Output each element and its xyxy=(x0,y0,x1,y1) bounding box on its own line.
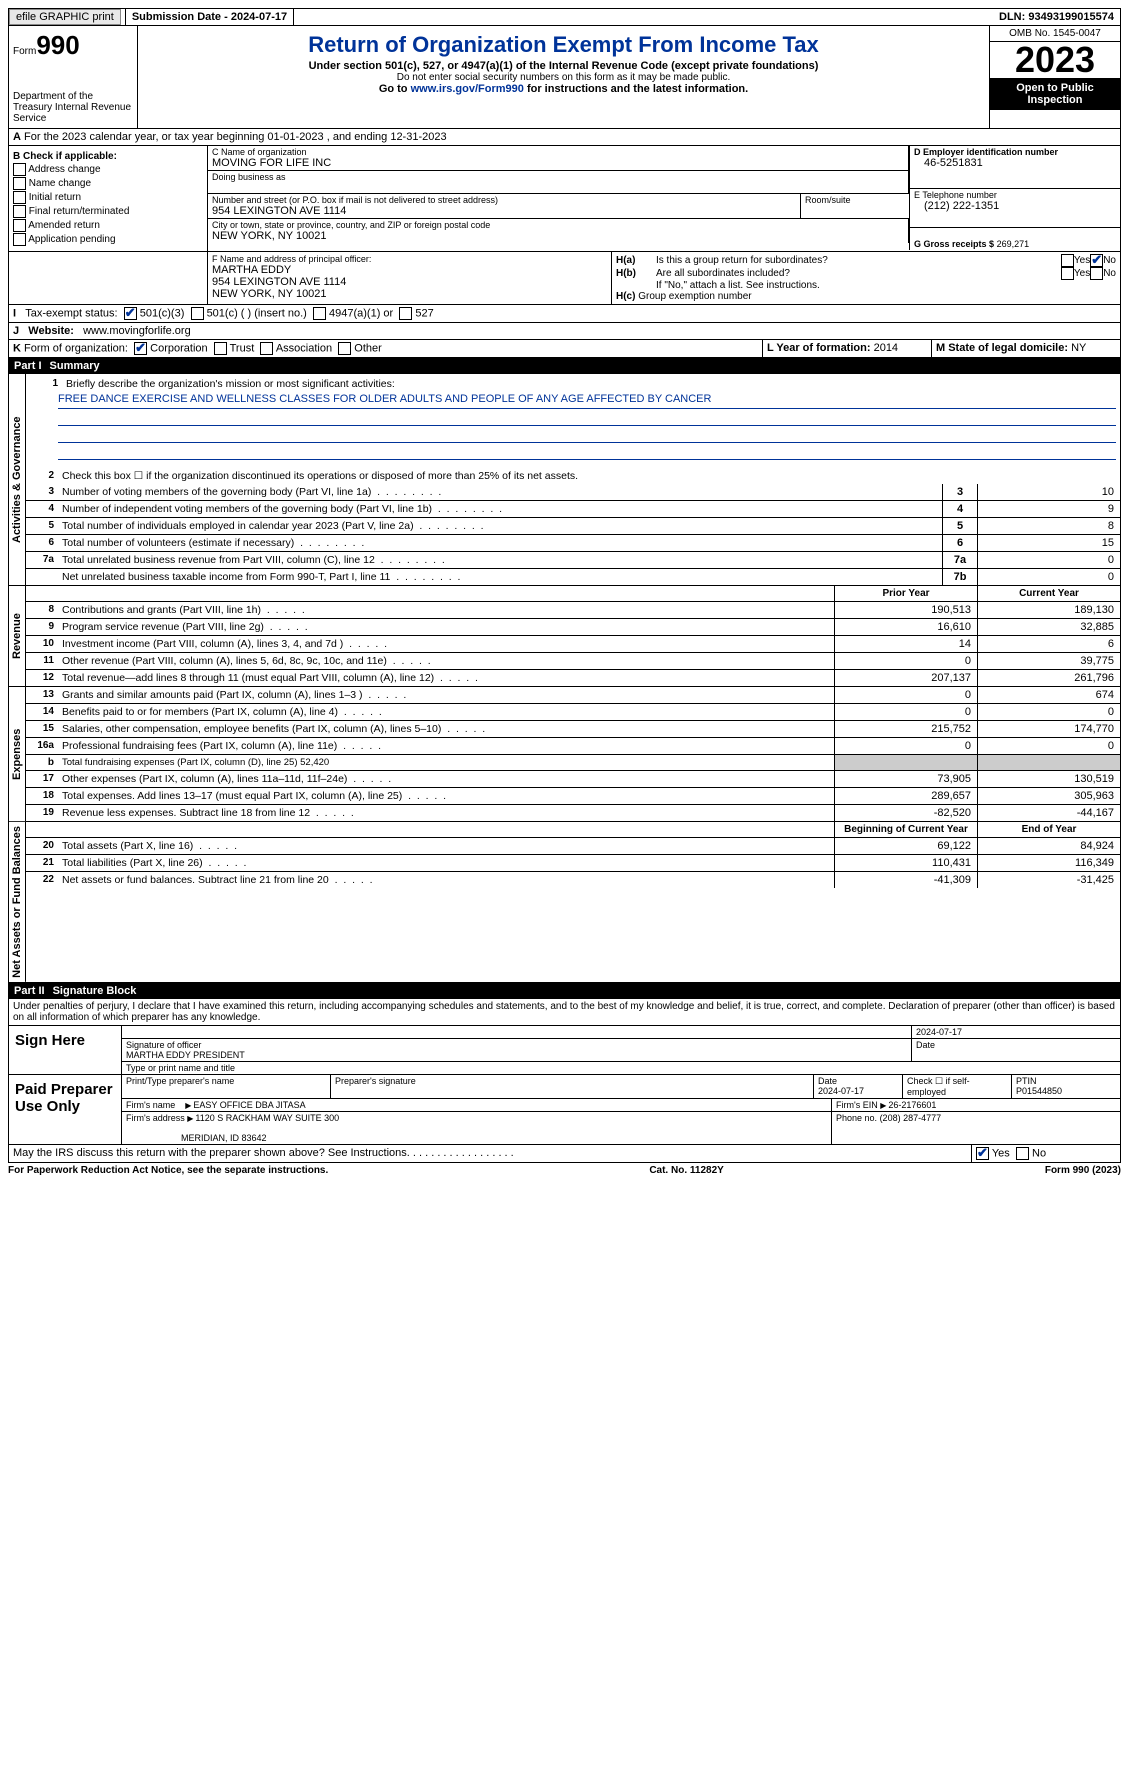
subtitle-1: Under section 501(c), 527, or 4947(a)(1)… xyxy=(142,60,985,72)
chk-application-pending[interactable] xyxy=(13,233,26,246)
chk-amended-return[interactable] xyxy=(13,219,26,232)
chk-other[interactable] xyxy=(338,342,351,355)
state-domicile: NY xyxy=(1071,342,1086,354)
irs-link[interactable]: www.irs.gov/Form990 xyxy=(411,83,524,95)
group-label-1: Revenue xyxy=(9,586,26,686)
discuss-row: May the IRS discuss this return with the… xyxy=(8,1145,1121,1163)
chk-discuss-yes[interactable] xyxy=(976,1147,989,1160)
chk-ha-no[interactable] xyxy=(1090,254,1103,267)
phone: (212) 222-1351 xyxy=(914,200,1116,212)
submission-date: Submission Date - 2024-07-17 xyxy=(125,9,294,25)
form-header: Form990 Department of the Treasury Inter… xyxy=(8,26,1121,129)
part1-header: Part ISummary xyxy=(8,358,1121,374)
page-footer: For Paperwork Reduction Act Notice, see … xyxy=(8,1163,1121,1178)
chk-final-return[interactable] xyxy=(13,205,26,218)
officer-name: MARTHA EDDY xyxy=(212,264,607,276)
signature-block: Sign Here 2024-07-17 Signature of office… xyxy=(8,1026,1121,1145)
org-name: MOVING FOR LIFE INC xyxy=(212,157,904,169)
chk-501c[interactable] xyxy=(191,307,204,320)
line-a: A For the 2023 calendar year, or tax yea… xyxy=(8,129,1121,146)
group-label-3: Net Assets or Fund Balances xyxy=(9,822,26,982)
paid-preparer-label: Paid Preparer Use Only xyxy=(9,1075,122,1144)
chk-address-change[interactable] xyxy=(13,163,26,176)
open-inspection: Open to Public Inspection xyxy=(990,78,1120,110)
section-fh: F Name and address of principal officer:… xyxy=(8,252,1121,305)
firm-ein: 26-2176601 xyxy=(888,1100,936,1110)
ptin: P01544850 xyxy=(1016,1086,1062,1096)
org-address: 954 LEXINGTON AVE 1114 xyxy=(212,205,796,217)
perjury-text: Under penalties of perjury, I declare th… xyxy=(8,999,1121,1026)
section-ij: I Tax-exempt status: 501(c)(3) 501(c) ( … xyxy=(8,305,1121,323)
ein: 46-5251831 xyxy=(914,157,1116,169)
group-label-2: Expenses xyxy=(9,687,26,821)
chk-name-change[interactable] xyxy=(13,177,26,190)
org-city: NEW YORK, NY 10021 xyxy=(212,230,904,242)
chk-trust[interactable] xyxy=(214,342,227,355)
dept-treasury: Department of the Treasury Internal Reve… xyxy=(13,91,133,124)
firm-name: EASY OFFICE DBA JITASA xyxy=(193,1100,305,1110)
top-bar: efile GRAPHIC print Submission Date - 20… xyxy=(8,8,1121,26)
chk-discuss-no[interactable] xyxy=(1016,1147,1029,1160)
form-title: Return of Organization Exempt From Incom… xyxy=(142,32,985,58)
form-number: Form990 xyxy=(13,30,133,61)
officer-signature: MARTHA EDDY PRESIDENT xyxy=(126,1050,245,1060)
gross-receipts: 269,271 xyxy=(997,239,1030,249)
firm-address: 1120 S RACKHAM WAY SUITE 300 xyxy=(195,1113,339,1123)
efile-print-button[interactable]: efile GRAPHIC print xyxy=(9,9,121,25)
chk-ha-yes[interactable] xyxy=(1061,254,1074,267)
website: www.movingforlife.org xyxy=(83,325,191,337)
section-bcdefg: B Check if applicable: Address change Na… xyxy=(8,146,1121,252)
chk-4947[interactable] xyxy=(313,307,326,320)
part2-header: Part IISignature Block xyxy=(8,983,1121,999)
chk-hb-no[interactable] xyxy=(1090,267,1103,280)
chk-corp[interactable] xyxy=(134,342,147,355)
tax-year: 2023 xyxy=(990,42,1120,78)
dln: DLN: 93493199015574 xyxy=(993,9,1120,25)
chk-assoc[interactable] xyxy=(260,342,273,355)
chk-527[interactable] xyxy=(399,307,412,320)
section-b: B Check if applicable: Address change Na… xyxy=(9,146,208,251)
section-klm: K Form of organization: Corporation Trus… xyxy=(8,340,1121,358)
subtitle-3: Go to www.irs.gov/Form990 for instructio… xyxy=(142,83,985,95)
section-j: J Website: www.movingforlife.org xyxy=(8,323,1121,340)
group-label-0: Activities & Governance xyxy=(9,374,26,585)
sign-here-label: Sign Here xyxy=(9,1026,122,1074)
subtitle-2: Do not enter social security numbers on … xyxy=(142,72,985,83)
chk-initial-return[interactable] xyxy=(13,191,26,204)
year-formation: 2014 xyxy=(874,342,898,354)
summary-table: Activities & Governance1Briefly describe… xyxy=(8,374,1121,983)
chk-hb-yes[interactable] xyxy=(1061,267,1074,280)
chk-501c3[interactable] xyxy=(124,307,137,320)
firm-phone: (208) 287-4777 xyxy=(880,1113,942,1123)
